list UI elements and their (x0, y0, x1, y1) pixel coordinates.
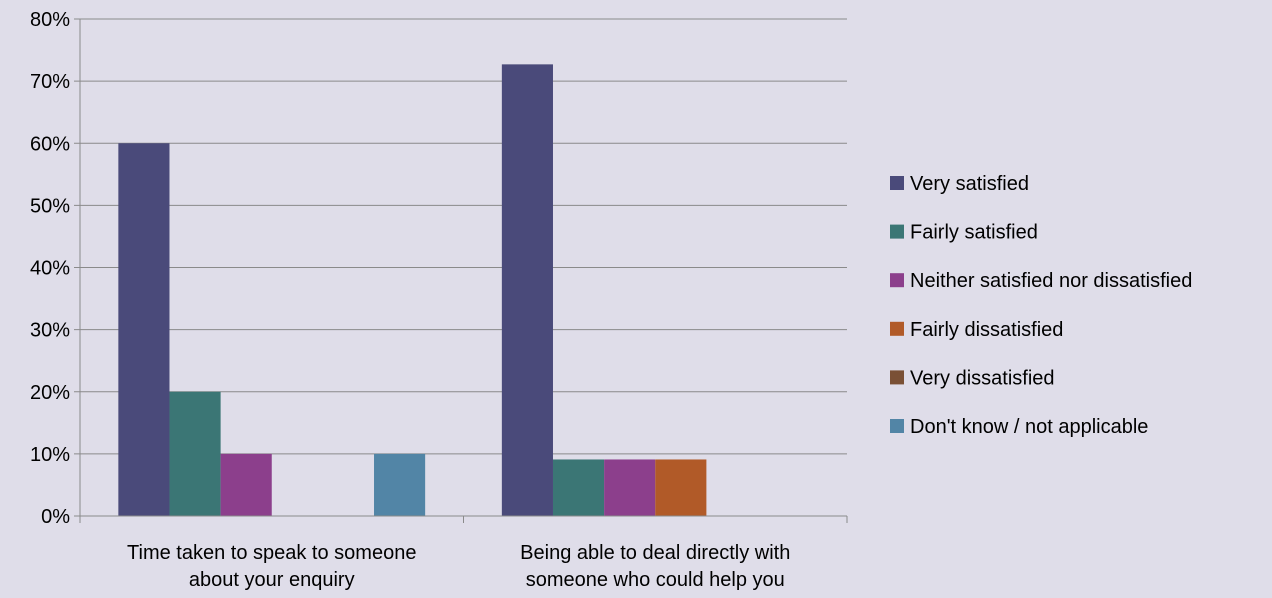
legend-label: Neither satisfied nor dissatisfied (910, 270, 1192, 292)
axes: 0% 10% 20% 30% 40% 50% 60% 70% 80% Time taken to … (30, 9, 848, 591)
legend-swatch (890, 224, 904, 239)
y-tick-label: 20% (30, 382, 70, 404)
legend-swatch (890, 419, 904, 433)
legend-swatch (890, 321, 904, 336)
legend-label: Fairly dissatisfied (910, 319, 1063, 341)
legend-label: Fairly satisfied (910, 222, 1038, 244)
x-category-label: someone who could help you (526, 569, 785, 591)
bar (655, 459, 707, 516)
y-tick-label: 30% (30, 320, 70, 342)
y-tick-label: 60% (30, 133, 70, 155)
x-category-label: Being able to deal directly with (520, 542, 790, 564)
legend-swatch (890, 176, 904, 190)
bar (552, 459, 605, 516)
bar (169, 391, 221, 516)
y-tick-label: 40% (30, 258, 70, 280)
y-tick-label: 80% (30, 9, 70, 31)
bar (118, 143, 170, 516)
bars (118, 64, 707, 516)
legend-label: Very dissatisfied (910, 367, 1055, 389)
bar (220, 453, 272, 516)
bar (604, 459, 656, 516)
legend-label: Very satisfied (910, 173, 1029, 195)
gridlines (80, 18, 847, 455)
legend-label: Don't know / not applicable (910, 416, 1148, 438)
y-tick-label: 70% (30, 71, 70, 93)
legend: Very satisfied Fairly satisfied Neither sa… (890, 173, 1192, 438)
x-category-label: about your enquiry (189, 569, 355, 591)
x-category-label: Time taken to speak to someone (127, 542, 416, 564)
legend-swatch (890, 370, 904, 385)
bar (374, 453, 426, 516)
y-tick-label: 10% (30, 444, 70, 466)
legend-swatch (890, 273, 904, 288)
bar (501, 64, 553, 516)
y-tick-label: 0% (41, 506, 70, 528)
y-tick-label: 50% (30, 195, 70, 217)
